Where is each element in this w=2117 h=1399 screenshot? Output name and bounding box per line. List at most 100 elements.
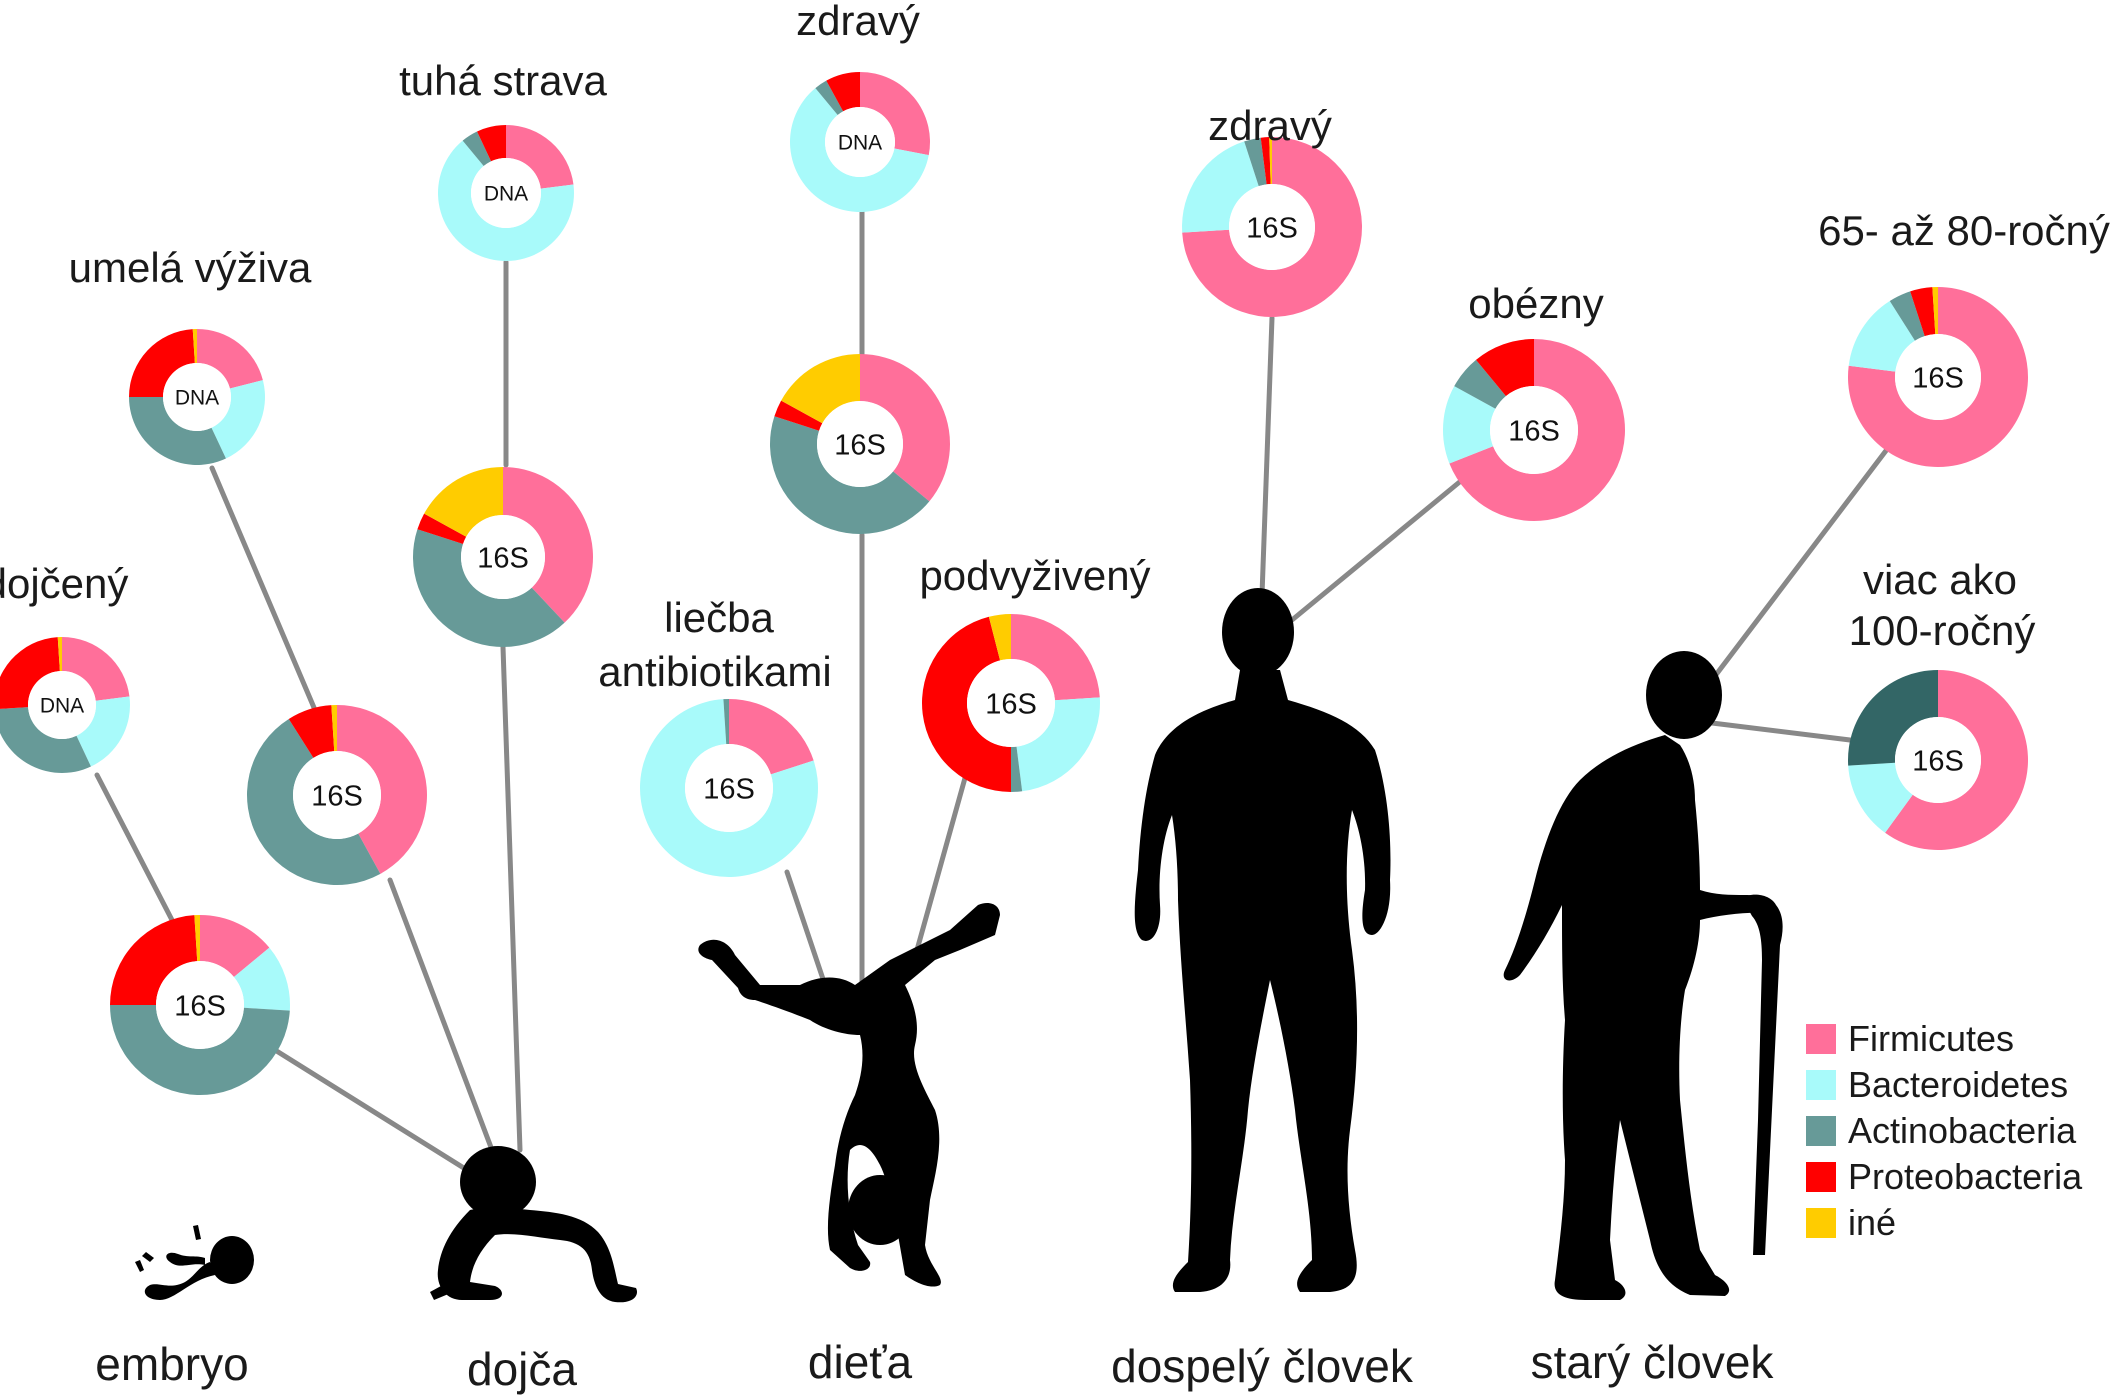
donut-slice-actinobacteria bbox=[1454, 359, 1506, 409]
donut-slice-actinobacteria bbox=[1244, 137, 1267, 187]
donut-slice-firmicutes bbox=[860, 354, 950, 502]
donut-slice-actinobacteria bbox=[770, 416, 930, 534]
donut-slice-bacteroidetes bbox=[211, 380, 265, 459]
legend-swatch-proteobacteria bbox=[1806, 1162, 1836, 1192]
baby-silhouette bbox=[430, 1146, 638, 1303]
donut-slice-proteobacteria bbox=[1910, 287, 1936, 337]
caption-solid-food: tuhá strava bbox=[399, 57, 607, 104]
donut-slice-firmicutes bbox=[860, 72, 930, 156]
donut-slice-other bbox=[192, 329, 197, 364]
donut-solid-16s: 16S bbox=[413, 467, 593, 647]
donut-slice-firmicutes bbox=[729, 699, 814, 775]
donut-slice-proteobacteria bbox=[129, 329, 195, 397]
donut-slice-other bbox=[1932, 287, 1938, 335]
caption-antibiotics-line2: antibiotikami bbox=[598, 648, 831, 695]
donut-slice-firmicutes bbox=[1011, 614, 1100, 701]
donut-solid-dna: DNA bbox=[438, 125, 575, 262]
donut-slice-actinobacteria bbox=[110, 1005, 290, 1096]
donut-method-label: 16S bbox=[1912, 745, 1964, 777]
connector-age-65-80 bbox=[1709, 445, 1891, 683]
legend-swatch-other bbox=[1806, 1208, 1836, 1238]
donut-child-healthy-dna: DNA bbox=[789, 72, 930, 212]
caption-centenarian-line2: 100-ročný bbox=[1849, 607, 2036, 654]
connector-antibiotics bbox=[784, 869, 828, 988]
donut-age-65-80-16s: 16S bbox=[1848, 287, 2029, 467]
donut-method-label: 16S bbox=[1912, 362, 1964, 394]
donut-slice-proteobacteria bbox=[0, 637, 60, 709]
donut-obese-16s: 16S bbox=[1443, 339, 1626, 521]
donut-method-label: DNA bbox=[484, 183, 528, 206]
donut-hole bbox=[817, 401, 903, 487]
donut-centenarian-16s: 16S bbox=[1848, 670, 2028, 850]
legend-swatch-actinobacteria bbox=[1806, 1116, 1836, 1146]
donut-slice-firmicutes bbox=[337, 705, 428, 874]
connector-centenarian bbox=[1709, 720, 1853, 743]
donut-charts: DNA 16S DNA 16S DNA 16S DNA 16S 16S 16S 16S 16S 16S 1… bbox=[0, 72, 2029, 1096]
donut-slice-other bbox=[781, 354, 860, 424]
donut-slice-firmicutes bbox=[1885, 670, 2028, 850]
caption-obese: obézny bbox=[1468, 280, 1603, 327]
connector-malnourished bbox=[907, 775, 968, 978]
stage-label-embryo: embryo bbox=[95, 1338, 248, 1390]
donut-slice-actinobacteria bbox=[129, 397, 226, 465]
donut-hole bbox=[967, 659, 1055, 747]
donut-method-label: 16S bbox=[985, 688, 1037, 720]
donut-slice-firmicutes bbox=[62, 637, 130, 701]
donut-method-label: DNA bbox=[175, 387, 219, 410]
donut-slice-actinobacteria bbox=[1889, 291, 1925, 341]
legend-label-bacteroidetes: Bacteroidetes bbox=[1848, 1064, 2068, 1105]
donut-slice-bacteroidetes bbox=[1016, 697, 1100, 792]
donut-hole bbox=[28, 671, 96, 739]
donut-method-label: DNA bbox=[838, 132, 882, 155]
donut-slice-proteobacteria bbox=[288, 705, 335, 758]
stage-labels: embryo dojča dieťa dospelý človek starý … bbox=[95, 1336, 1774, 1395]
caption-malnourished: podvyživený bbox=[919, 552, 1150, 599]
donut-slice-actinobacteria_dark bbox=[1848, 670, 1938, 766]
connector-solid-16s bbox=[500, 644, 523, 1153]
donut-slice-firmicutes bbox=[1848, 287, 2029, 467]
donut-hole bbox=[685, 744, 773, 832]
stage-label-adult: dospelý človek bbox=[1111, 1340, 1414, 1392]
donut-child-16s: 16S bbox=[770, 354, 950, 534]
caption-antibiotics-line1: liečba bbox=[664, 594, 774, 641]
donut-slice-firmicutes bbox=[197, 329, 263, 389]
donut-slice-proteobacteria bbox=[774, 400, 823, 431]
caption-centenarian-line1: viac ako bbox=[1863, 556, 2017, 603]
donut-slice-proteobacteria bbox=[1475, 339, 1534, 397]
connector-formula-dna bbox=[209, 465, 318, 713]
donut-method-label: 16S bbox=[477, 542, 529, 574]
caption-healthy-child: zdravý bbox=[796, 0, 920, 44]
stage-label-elderly: starý človek bbox=[1531, 1336, 1775, 1388]
donut-slice-firmicutes bbox=[200, 915, 270, 977]
donut-slice-actinobacteria bbox=[815, 80, 844, 116]
donut-formula-16s: 16S bbox=[246, 705, 428, 886]
donut-method-label: 16S bbox=[1246, 212, 1298, 244]
donut-slice-proteobacteria bbox=[417, 513, 467, 545]
donut-slice-proteobacteria bbox=[826, 72, 860, 112]
connector-obese bbox=[1289, 477, 1465, 623]
donut-slice-actinobacteria bbox=[246, 719, 381, 886]
donut-breastfed-16s: 16S bbox=[110, 915, 291, 1096]
donut-slice-bacteroidetes bbox=[1443, 386, 1496, 464]
donut-method-label: 16S bbox=[1508, 415, 1560, 447]
caption-breastfed: dojčený bbox=[0, 560, 128, 607]
silhouettes bbox=[135, 588, 1783, 1303]
legend-swatch-bacteroidetes bbox=[1806, 1070, 1836, 1100]
donut-slice-proteobacteria bbox=[110, 915, 198, 1005]
connector-breastfed-16s bbox=[272, 1047, 478, 1178]
donut-slice-bacteroidetes bbox=[1848, 301, 1915, 372]
donut-slice-other bbox=[57, 637, 62, 672]
donut-method-label: 16S bbox=[703, 773, 755, 805]
connector-adult-healthy bbox=[1259, 315, 1275, 598]
donut-hole bbox=[156, 961, 244, 1049]
connector-lines bbox=[94, 207, 1891, 1178]
captions: dojčený umelá výživa tuhá strava zdravý … bbox=[0, 0, 2110, 695]
donut-hole bbox=[1490, 386, 1578, 474]
donut-slice-actinobacteria bbox=[723, 699, 729, 745]
donut-slice-actinobacteria bbox=[462, 131, 492, 167]
legend-label-proteobacteria: Proteobacteria bbox=[1848, 1156, 2083, 1197]
donut-hole bbox=[1895, 717, 1981, 803]
caption-healthy-adult: zdravý bbox=[1208, 102, 1332, 149]
donut-slice-other bbox=[424, 467, 503, 537]
donut-hole bbox=[825, 107, 895, 177]
